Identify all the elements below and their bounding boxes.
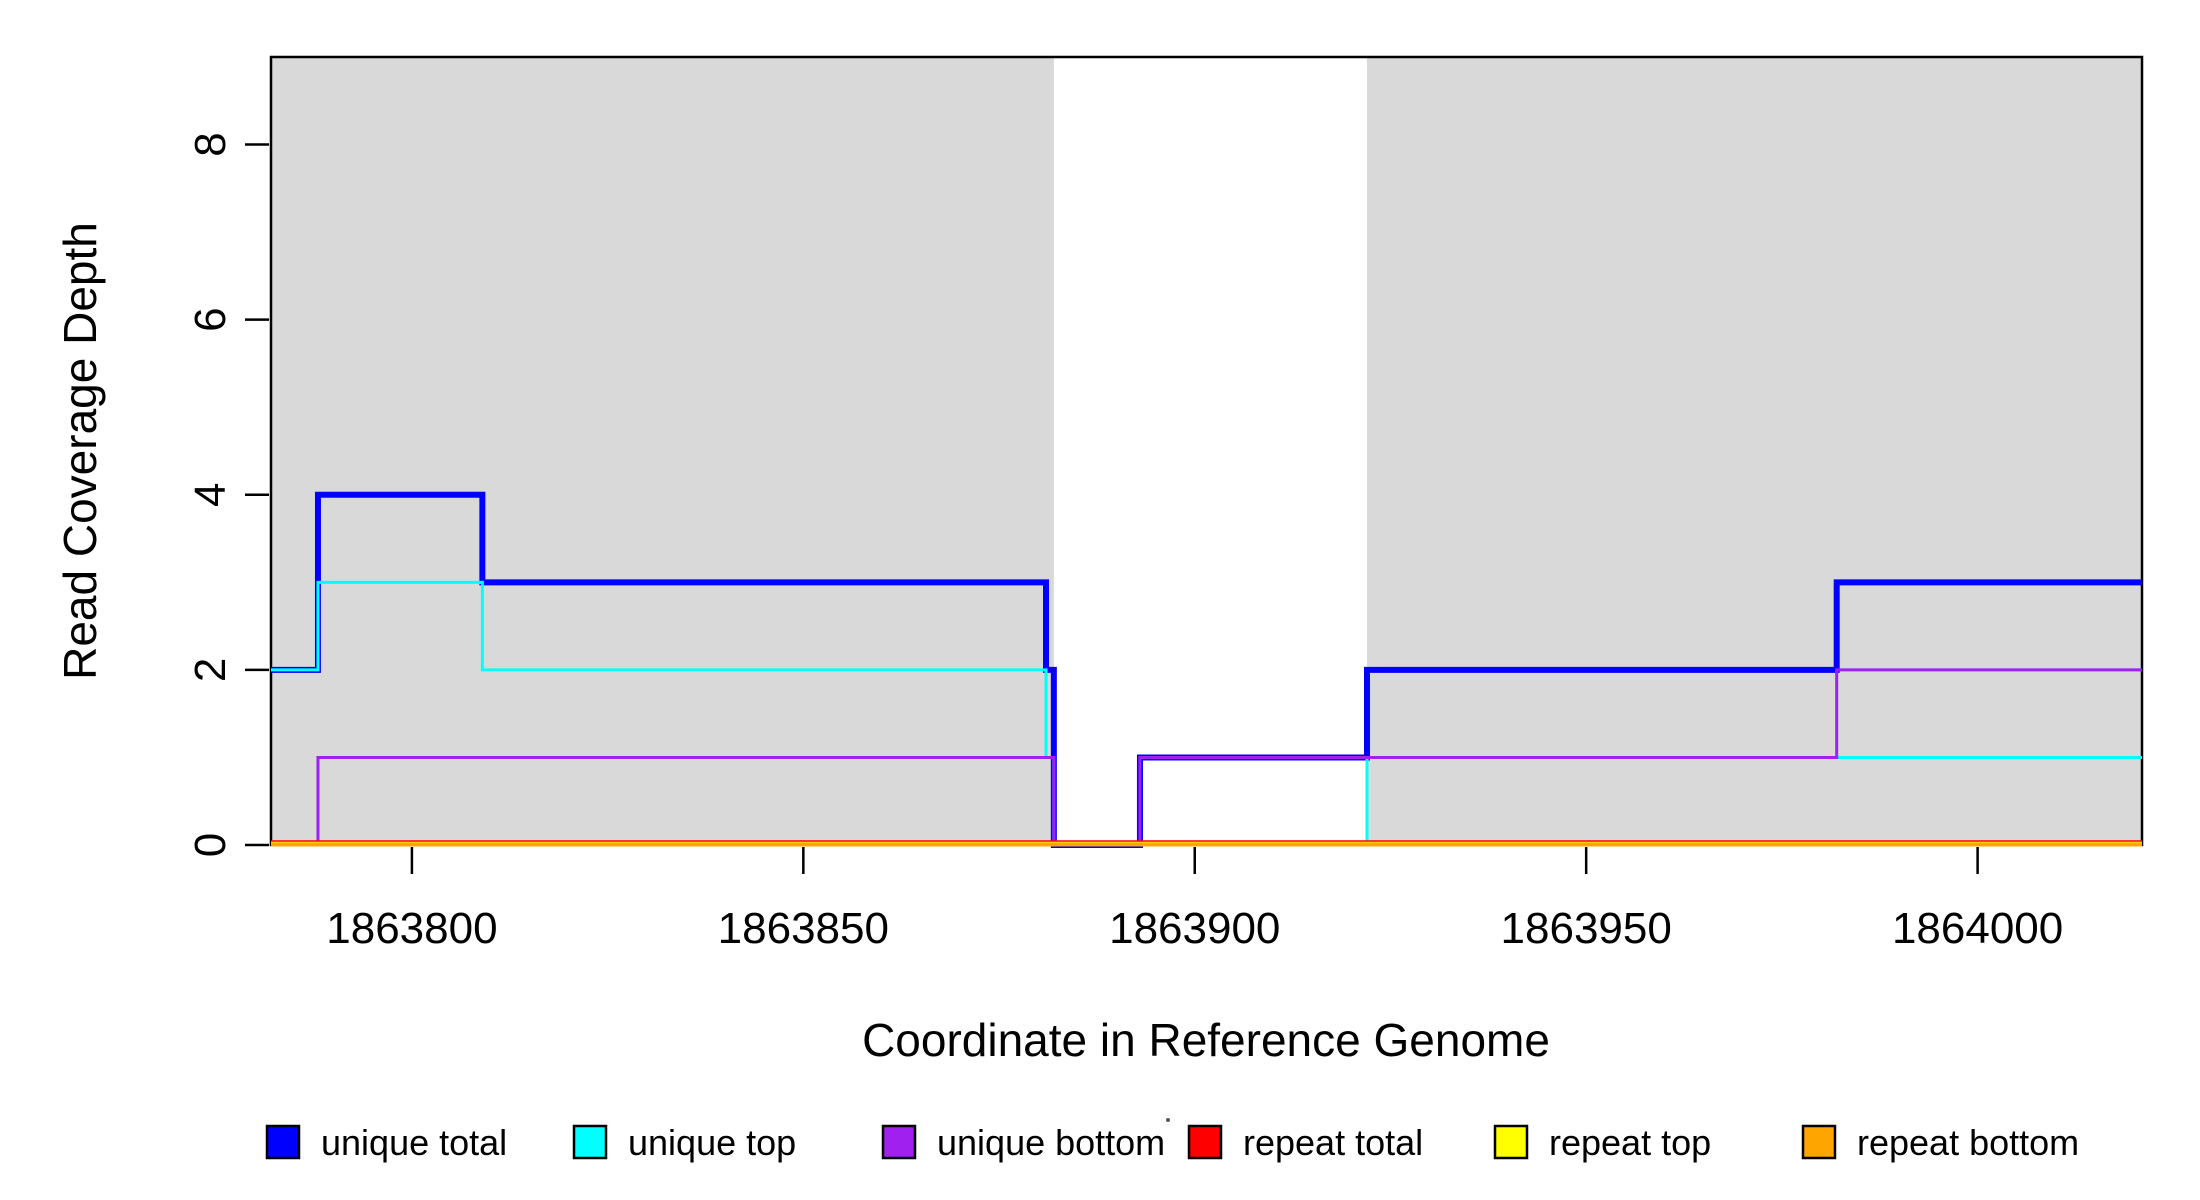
y-tick-label: 4 bbox=[186, 483, 235, 507]
legend-entry-repeat-total: repeat total bbox=[1187, 1122, 1423, 1163]
legend-entry-unique-total: unique total bbox=[265, 1122, 507, 1163]
stray-dot-artifact bbox=[1166, 1118, 1170, 1122]
x-tick-label: 1863900 bbox=[1109, 904, 1280, 953]
legend-swatch-unique-top bbox=[572, 1124, 608, 1160]
legend-swatch-unique-total bbox=[265, 1124, 301, 1160]
x-tick-label: 1863950 bbox=[1501, 904, 1672, 953]
y-axis-title: Read Coverage Depth bbox=[54, 222, 106, 680]
legend-label-unique-total: unique total bbox=[321, 1122, 507, 1163]
y-tick-label: 8 bbox=[186, 132, 235, 156]
x-axis-title: Coordinate in Reference Genome bbox=[862, 1014, 1550, 1066]
legend-swatch-repeat-bottom bbox=[1801, 1124, 1837, 1160]
shaded-region bbox=[1366, 57, 2142, 845]
shaded-region bbox=[271, 57, 1054, 845]
x-tick-label: 1864000 bbox=[1892, 904, 2063, 953]
series-line-unique-top bbox=[271, 580, 2142, 847]
legend-label-repeat-top: repeat top bbox=[1549, 1122, 1711, 1163]
legend-label-unique-top: unique top bbox=[628, 1122, 796, 1163]
legend-swatch-repeat-top bbox=[1493, 1124, 1529, 1160]
legend-entry-repeat-top: repeat top bbox=[1493, 1122, 1711, 1163]
legend-label-repeat-bottom: repeat bottom bbox=[1857, 1122, 2079, 1163]
y-tick-label: 0 bbox=[186, 833, 235, 857]
legend-swatch-unique-bottom bbox=[881, 1124, 917, 1160]
x-tick-label: 1863850 bbox=[718, 904, 889, 953]
legend-swatch-repeat-total bbox=[1187, 1124, 1223, 1160]
y-tick-label: 6 bbox=[186, 307, 235, 331]
legend-entry-repeat-bottom: repeat bottom bbox=[1801, 1122, 2079, 1163]
legend-entry-unique-top: unique top bbox=[572, 1122, 796, 1163]
legend-label-unique-bottom: unique bottom bbox=[937, 1122, 1165, 1163]
legend-entry-unique-bottom: unique bottom bbox=[881, 1122, 1165, 1163]
y-tick-label: 2 bbox=[186, 658, 235, 682]
legend-label-repeat-total: repeat total bbox=[1243, 1122, 1423, 1163]
x-tick-label: 1863800 bbox=[326, 904, 497, 953]
